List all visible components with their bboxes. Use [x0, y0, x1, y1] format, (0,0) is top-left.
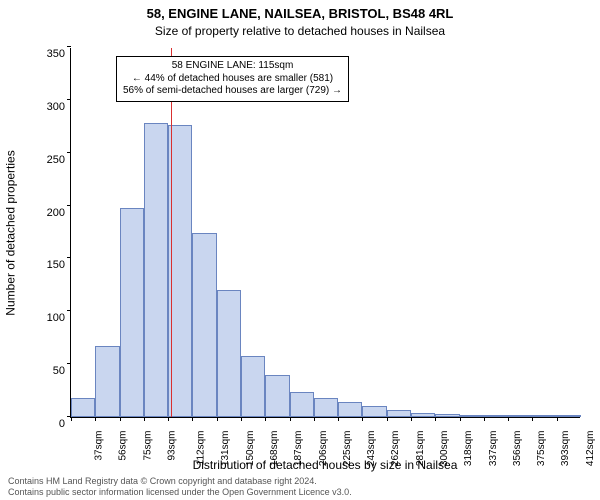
y-tick-mark	[67, 363, 71, 364]
x-tick-mark	[387, 417, 388, 421]
histogram-bar	[460, 415, 484, 417]
annotation-line-1: 58 ENGINE LANE: 115sqm	[123, 60, 342, 73]
chart-subtitle: Size of property relative to detached ho…	[0, 24, 600, 38]
x-tick-mark	[290, 417, 291, 421]
x-tick-mark	[460, 417, 461, 421]
x-tick-mark	[168, 417, 169, 421]
histogram-bar	[314, 398, 338, 417]
annotation-box: 58 ENGINE LANE: 115sqm← 44% of detached …	[116, 56, 349, 102]
x-axis-label: Distribution of detached houses by size …	[70, 458, 580, 472]
y-tick-mark	[67, 46, 71, 47]
footer-line-2: Contains public sector information licen…	[8, 487, 592, 498]
y-axis-label: Number of detached properties	[2, 48, 20, 418]
x-tick-mark	[411, 417, 412, 421]
x-tick-mark	[435, 417, 436, 421]
x-tick-mark	[241, 417, 242, 421]
y-tick-label: 50	[31, 365, 71, 377]
y-tick-mark	[67, 310, 71, 311]
x-tick-label: 93sqm	[166, 431, 177, 461]
x-tick-mark	[484, 417, 485, 421]
x-tick-label: 412sqm	[585, 431, 596, 467]
histogram-bar	[508, 415, 532, 417]
histogram-bar	[362, 406, 386, 417]
annotation-line-3: 56% of semi-detached houses are larger (…	[123, 85, 342, 98]
histogram-bar	[192, 233, 216, 417]
histogram-bar	[217, 290, 241, 417]
x-tick-label: 75sqm	[142, 431, 153, 461]
x-tick-mark	[557, 417, 558, 421]
x-tick-mark	[144, 417, 145, 421]
histogram-bar	[265, 375, 289, 417]
chart-title: 58, ENGINE LANE, NAILSEA, BRISTOL, BS48 …	[0, 6, 600, 21]
histogram-bar	[168, 125, 192, 417]
x-tick-mark	[95, 417, 96, 421]
histogram-bar	[338, 402, 362, 417]
y-tick-label: 150	[31, 259, 71, 271]
plot-area: 05010015020025030035037sqm56sqm75sqm93sq…	[70, 48, 580, 418]
histogram-bar	[71, 398, 95, 417]
histogram-bar	[144, 123, 168, 417]
histogram-bar	[290, 392, 314, 417]
x-tick-mark	[217, 417, 218, 421]
annotation-line-2: ← 44% of detached houses are smaller (58…	[123, 73, 342, 86]
histogram-bar	[95, 346, 119, 417]
histogram-bar	[120, 208, 144, 417]
y-tick-mark	[67, 257, 71, 258]
x-tick-mark	[120, 417, 121, 421]
x-tick-mark	[265, 417, 266, 421]
histogram-bar	[435, 414, 459, 417]
y-tick-mark	[67, 152, 71, 153]
x-tick-mark	[314, 417, 315, 421]
y-tick-label: 0	[31, 418, 71, 430]
x-tick-mark	[532, 417, 533, 421]
chart-footer: Contains HM Land Registry data © Crown c…	[8, 476, 592, 498]
x-tick-label: 37sqm	[94, 431, 105, 461]
property-marker-line	[171, 48, 172, 417]
x-tick-label: 56sqm	[118, 431, 129, 461]
x-tick-mark	[338, 417, 339, 421]
y-tick-label: 350	[31, 48, 71, 60]
y-tick-label: 300	[31, 101, 71, 113]
histogram-bar	[532, 415, 556, 417]
x-tick-mark	[508, 417, 509, 421]
y-tick-mark	[67, 99, 71, 100]
histogram-chart: 58, ENGINE LANE, NAILSEA, BRISTOL, BS48 …	[0, 0, 600, 500]
histogram-bar	[557, 415, 581, 417]
y-tick-label: 250	[31, 154, 71, 166]
histogram-bar	[411, 413, 435, 417]
x-tick-mark	[362, 417, 363, 421]
histogram-bar	[241, 356, 265, 417]
histogram-bar	[387, 410, 411, 417]
y-tick-label: 100	[31, 312, 71, 324]
x-tick-mark	[192, 417, 193, 421]
footer-line-1: Contains HM Land Registry data © Crown c…	[8, 476, 592, 487]
x-tick-mark	[71, 417, 72, 421]
y-tick-label: 200	[31, 207, 71, 219]
histogram-bar	[484, 415, 508, 417]
y-tick-mark	[67, 205, 71, 206]
